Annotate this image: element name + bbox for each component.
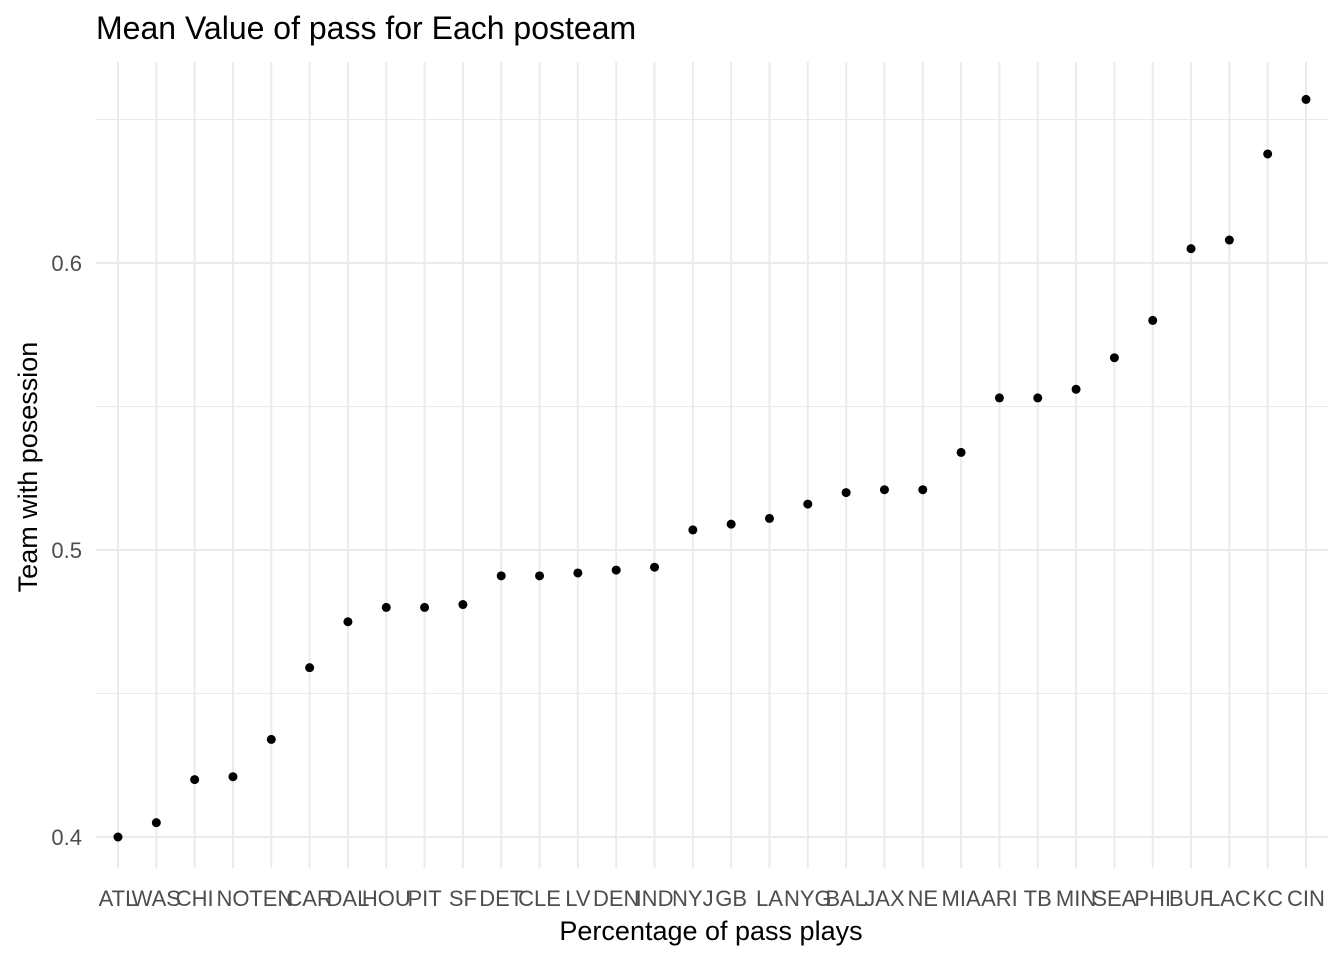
data-point-ten (266, 734, 276, 744)
data-point-ari (994, 393, 1004, 403)
data-point-min (1071, 384, 1081, 394)
data-point-chi (190, 775, 200, 785)
x-tick-label: HOU (362, 886, 411, 911)
x-tick-label: DEN (593, 886, 639, 911)
data-point-cin (1301, 94, 1311, 104)
x-tick-label: CIN (1287, 886, 1325, 911)
x-tick-label: CLE (518, 886, 561, 911)
grid (96, 62, 1328, 868)
data-point-car (305, 663, 315, 673)
data-point-bal (841, 488, 851, 498)
data-point-nyg (803, 499, 813, 509)
x-tick-label: BAL (825, 886, 867, 911)
data-point-atl (113, 832, 123, 842)
data-point-pit (420, 602, 430, 612)
x-tick-label: TEN (249, 886, 293, 911)
x-tick-label: TB (1024, 886, 1052, 911)
data-point-buf (1186, 244, 1196, 254)
data-point-phi (1148, 315, 1158, 325)
data-point-gb (726, 519, 736, 529)
x-tick-label: NO (216, 886, 249, 911)
data-point-den (611, 565, 621, 575)
x-tick-label: BUF (1169, 886, 1213, 911)
x-tick-label: PIT (407, 886, 441, 911)
data-point-cle (535, 571, 545, 581)
x-tick-label: DET (479, 886, 523, 911)
x-tick-label: NYG (784, 886, 832, 911)
data-point-ind (650, 562, 660, 572)
x-tick-label: DAL (327, 886, 370, 911)
data-point-lac (1224, 235, 1234, 245)
data-point-det (496, 571, 506, 581)
x-tick-label: LV (565, 886, 591, 911)
x-tick-label: CHI (176, 886, 214, 911)
data-point-sea (1109, 353, 1119, 363)
data-point-hou (381, 602, 391, 612)
data-point-dal (343, 617, 353, 627)
x-tick-label: GB (715, 886, 747, 911)
x-tick-label: MIA (942, 886, 981, 911)
x-tick-label: LAC (1208, 886, 1251, 911)
data-point-jax (879, 485, 889, 495)
x-tick-label: WAS (132, 886, 181, 911)
y-tick-label: 0.5 (51, 538, 82, 563)
data-point-was (151, 818, 161, 828)
data-point-no (228, 772, 238, 782)
y-tick-label: 0.4 (51, 825, 82, 850)
chart-title: Mean Value of pass for Each posteam (96, 10, 637, 46)
y-tick-label: 0.6 (51, 251, 82, 276)
x-tick-label: JAX (864, 886, 905, 911)
data-point-ne (918, 485, 928, 495)
x-tick-label: SEA (1092, 886, 1136, 911)
x-tick-label: KC (1252, 886, 1283, 911)
data-point-nyj (688, 525, 698, 535)
x-tick-label: IND (636, 886, 674, 911)
x-tick-label: NYJ (672, 886, 714, 911)
data-point-tb (1033, 393, 1043, 403)
y-axis-label: Team with posession (13, 342, 43, 593)
x-tick-label: SF (449, 886, 477, 911)
y-tick-labels: 0.4 0.5 0.6 (51, 251, 82, 850)
points (113, 94, 1311, 842)
data-point-mia (956, 447, 966, 457)
x-tick-label: NE (907, 886, 938, 911)
data-point-lv (573, 568, 583, 578)
x-tick-label: CAR (286, 886, 332, 911)
data-point-la (764, 513, 774, 523)
x-tick-label: ARI (981, 886, 1018, 911)
data-point-sf (458, 600, 468, 610)
x-tick-label: LA (756, 886, 783, 911)
x-tick-label: ATL (99, 886, 138, 911)
data-point-kc (1263, 149, 1273, 159)
x-axis-label: Percentage of pass plays (559, 916, 862, 946)
x-tick-label: PHI (1134, 886, 1171, 911)
x-tick-label: MIN (1056, 886, 1096, 911)
